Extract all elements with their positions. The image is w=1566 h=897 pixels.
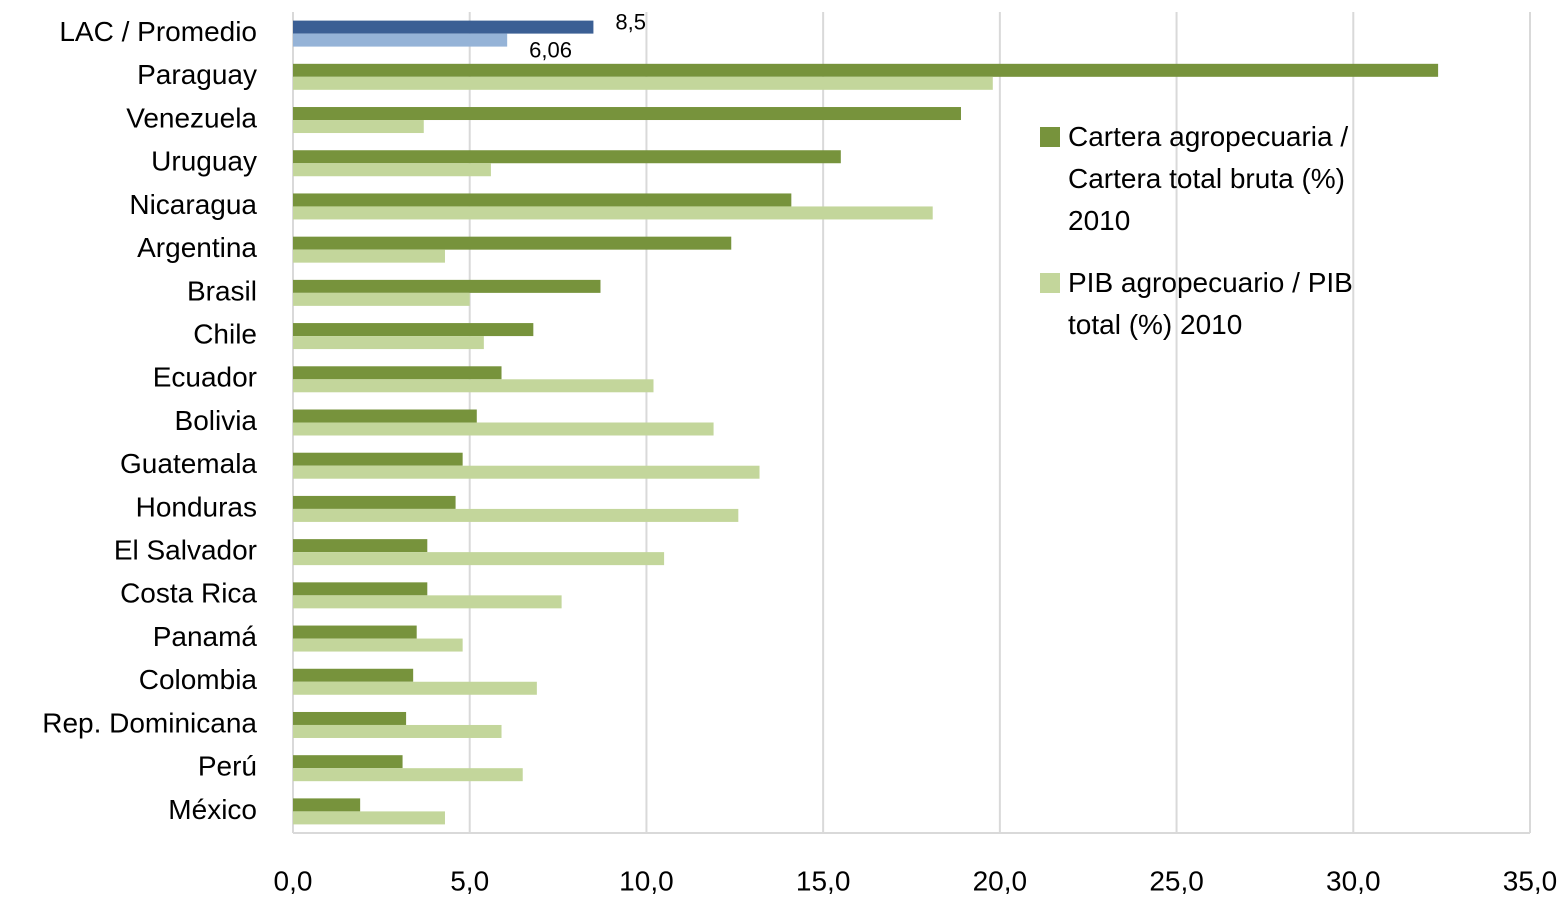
legend-item: Cartera agropecuaria / Cartera total bru… xyxy=(1040,116,1400,242)
data-label: 8,5 xyxy=(615,9,646,34)
bar xyxy=(293,755,403,769)
y-tick-label: Chile xyxy=(193,318,257,349)
y-tick-label: Costa Rica xyxy=(120,578,257,609)
x-tick-label: 25,0 xyxy=(1149,865,1204,896)
y-tick-label: Nicaragua xyxy=(129,189,257,220)
legend: Cartera agropecuaria / Cartera total bru… xyxy=(1040,116,1400,366)
x-tick-label: 20,0 xyxy=(973,865,1028,896)
bar xyxy=(293,452,463,466)
y-tick-label: Uruguay xyxy=(151,146,257,177)
bar xyxy=(293,336,484,350)
y-tick-label: Panamá xyxy=(153,621,258,652)
bar xyxy=(293,595,562,609)
bar xyxy=(293,638,463,652)
legend-item: PIB agropecuario / PIB total (%) 2010 xyxy=(1040,262,1400,346)
bar xyxy=(293,508,739,522)
bar xyxy=(293,465,760,479)
y-tick-label: Brasil xyxy=(187,275,257,306)
x-tick-label: 5,0 xyxy=(450,865,489,896)
bar xyxy=(293,681,537,695)
y-tick-label: Honduras xyxy=(136,491,257,522)
x-tick-label: 30,0 xyxy=(1326,865,1381,896)
bar xyxy=(293,163,491,177)
x-tick-label: 10,0 xyxy=(619,865,674,896)
bar xyxy=(293,292,470,306)
bar xyxy=(293,379,654,393)
bar xyxy=(293,120,424,134)
y-tick-label: Venezuela xyxy=(126,102,257,133)
bar xyxy=(293,366,502,380)
y-tick-label: Guatemala xyxy=(120,448,257,479)
y-tick-label: México xyxy=(168,794,257,825)
y-tick-label: Perú xyxy=(198,751,257,782)
x-tick-label: 15,0 xyxy=(796,865,851,896)
bar xyxy=(293,206,933,220)
bar xyxy=(293,20,594,34)
bar xyxy=(293,279,601,293)
y-tick-label: Bolivia xyxy=(175,405,258,436)
bar xyxy=(293,724,502,738)
y-tick-label: El Salvador xyxy=(114,535,257,566)
x-tick-label: 0,0 xyxy=(274,865,313,896)
bar xyxy=(293,811,445,825)
legend-swatch xyxy=(1040,127,1060,147)
bar xyxy=(293,798,361,812)
bar xyxy=(293,409,477,423)
bar xyxy=(293,495,456,509)
y-tick-label: Colombia xyxy=(139,664,258,695)
bar xyxy=(293,539,428,553)
bar xyxy=(293,668,414,682)
bar xyxy=(293,552,665,566)
bar xyxy=(293,625,417,639)
bar xyxy=(293,422,714,436)
bar xyxy=(293,323,534,337)
bar xyxy=(293,107,961,121)
bar xyxy=(293,236,732,250)
bar xyxy=(293,33,508,47)
x-tick-label: 35,0 xyxy=(1503,865,1558,896)
bar xyxy=(293,193,792,207)
bar xyxy=(293,76,993,90)
bar xyxy=(293,768,523,782)
bar xyxy=(293,582,428,596)
bar xyxy=(293,711,407,725)
bar xyxy=(293,150,841,164)
y-tick-label: Paraguay xyxy=(137,59,257,90)
legend-label: Cartera agropecuaria / Cartera total bru… xyxy=(1068,121,1349,236)
y-tick-label: Ecuador xyxy=(153,362,257,393)
legend-label: PIB agropecuario / PIB total (%) 2010 xyxy=(1068,267,1353,340)
y-tick-label: Argentina xyxy=(137,232,257,263)
bar xyxy=(293,63,1439,77)
y-tick-label: Rep. Dominicana xyxy=(42,707,257,738)
bar xyxy=(293,249,445,263)
y-tick-label: LAC / Promedio xyxy=(59,16,257,47)
legend-swatch xyxy=(1040,273,1060,293)
data-label: 6,06 xyxy=(529,37,572,62)
